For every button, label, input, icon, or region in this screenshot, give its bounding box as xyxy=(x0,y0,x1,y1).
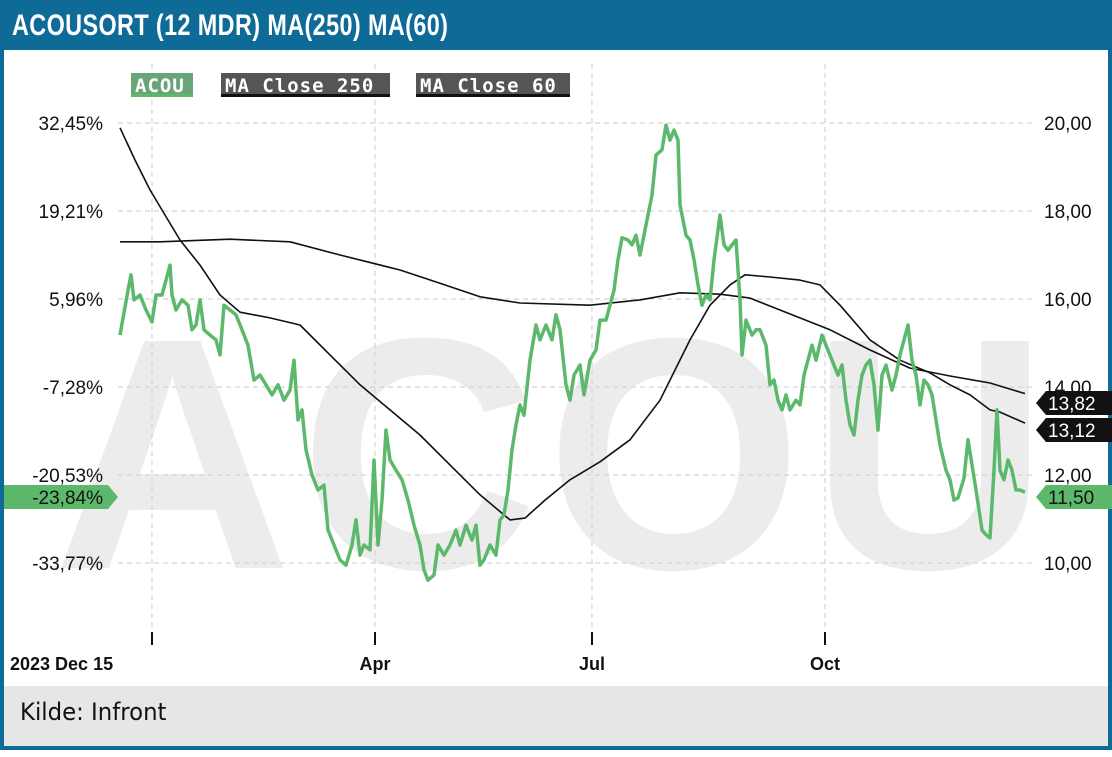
footer: Kilde: Infront xyxy=(4,686,1108,746)
legend-ma-250[interactable]: MA Close 250 xyxy=(221,73,390,97)
legend-ma-60[interactable]: MA Close 60 xyxy=(416,73,570,97)
title-bar: ACOUSORT (12 MDR) MA(250) MA(60) xyxy=(0,0,1112,50)
end-value-label: 13,82 xyxy=(1048,394,1096,415)
end-value-label: 11,50 xyxy=(1048,488,1094,509)
y-tick-label-left: -7,28% xyxy=(43,378,103,399)
y-tick-label-left: -20,53% xyxy=(32,466,103,487)
legend-acou[interactable]: ACOU xyxy=(131,73,193,97)
end-label-marker xyxy=(1036,391,1112,415)
y-tick-label-left: 5,96% xyxy=(49,290,103,311)
x-tick-label: Oct xyxy=(810,654,840,674)
y-tick-label-right: 20,00 xyxy=(1044,114,1092,135)
y-tick-label-left: -33,77% xyxy=(32,554,103,575)
end-value-label: 13,12 xyxy=(1048,421,1096,442)
x-tick-label: 2023 Dec 15 xyxy=(10,654,113,674)
y-tick-label-right: 16,00 xyxy=(1044,290,1092,311)
watermark: ACOU xyxy=(53,269,1057,638)
end-label-marker xyxy=(1036,418,1112,442)
series-line-ma-close-60 xyxy=(119,127,1026,521)
y-tick-label-right: 10,00 xyxy=(1044,554,1092,575)
x-tick-label: Jul xyxy=(579,654,605,674)
y-tick-label-left: 19,21% xyxy=(39,202,104,223)
series-line-acou xyxy=(118,123,1026,582)
series-line-ma-close-250 xyxy=(120,238,1026,395)
y-tick-label-left: 32,45% xyxy=(39,114,104,135)
source-label: Kilde: Infront xyxy=(20,698,167,726)
x-tick-label: Apr xyxy=(360,654,391,674)
end-percent-label: -23,84% xyxy=(32,488,103,509)
y-tick-label-right: 12,00 xyxy=(1044,466,1092,487)
end-label-marker xyxy=(4,485,118,509)
chart-title: ACOUSORT (12 MDR) MA(250) MA(60) xyxy=(12,9,449,42)
end-label-marker xyxy=(1036,485,1112,509)
y-tick-label-right: 18,00 xyxy=(1044,202,1092,223)
